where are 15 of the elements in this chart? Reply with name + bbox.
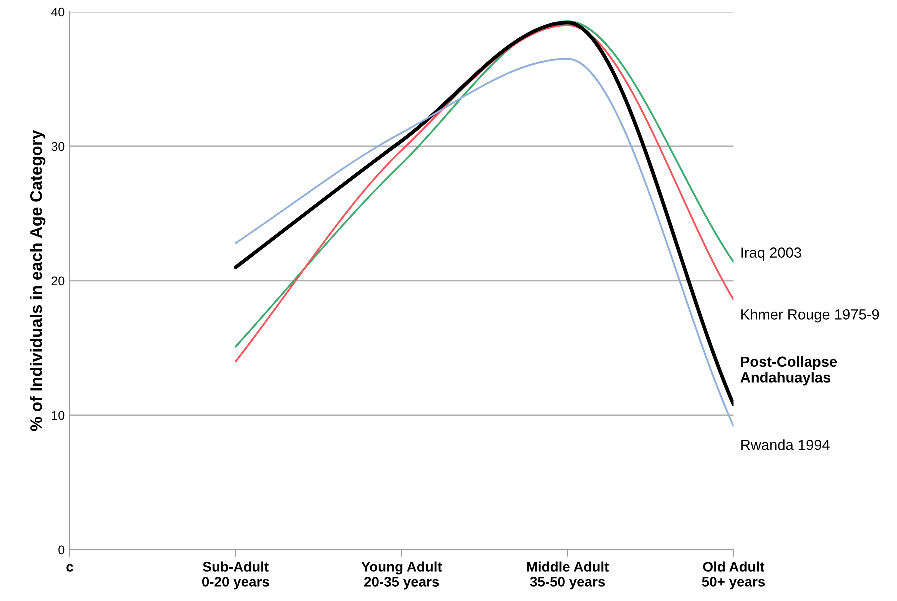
series-label: Post-Collapse Andahuaylas bbox=[740, 356, 838, 386]
y-tick-label: 20 bbox=[52, 276, 65, 286]
x-tick-label: Sub-Adult 0-20 years bbox=[202, 562, 270, 590]
y-tick-label: 0 bbox=[58, 546, 65, 555]
x-tick-label: Young Adult 20-35 years bbox=[362, 562, 442, 590]
x-tick-label: Middle Adult 35-50 years bbox=[527, 562, 610, 590]
x-tick-label: c bbox=[66, 564, 74, 572]
y-tick-label: 30 bbox=[52, 142, 65, 152]
series-label: Khmer Rouge 1975-9 bbox=[742, 309, 880, 323]
y-axis-title: % of Individuals in each Age Category bbox=[30, 130, 46, 432]
series-label: Rwanda 1994 bbox=[742, 440, 830, 450]
y-tick-label: 10 bbox=[52, 411, 65, 420]
x-tick-label: Old Adult 50+ years bbox=[702, 562, 766, 590]
series-label: Iraq 2003 bbox=[742, 248, 802, 261]
y-tick-label: 40 bbox=[51, 8, 65, 17]
